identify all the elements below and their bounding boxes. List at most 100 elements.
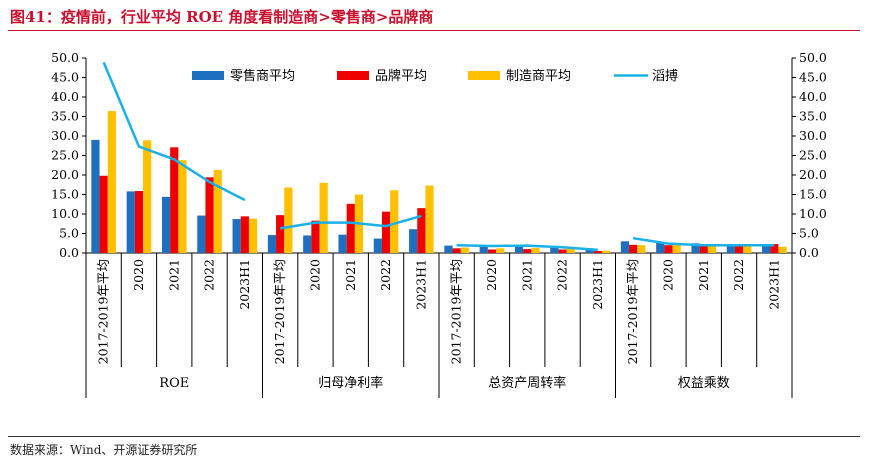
group-label: ROE (159, 376, 189, 391)
bar (707, 245, 717, 253)
y-tick-label-right: 25.0 (799, 148, 827, 163)
chart-title: 图41：疫情前，行业平均 ROE 角度看制造商>零售商>品牌商 (10, 8, 434, 26)
bar (496, 248, 505, 253)
x-tick-label: 2022 (731, 259, 746, 291)
x-tick-label: 2022 (202, 259, 217, 291)
bars-layer (91, 111, 787, 253)
y-tick-label-left: 0.0 (59, 245, 79, 260)
combo-chart: 0.0 0.0 5.0 5.0 10.0 10.0 15.0 15.0 20.0 20.0 25.0… (51, 50, 827, 398)
bar (550, 246, 559, 253)
y-tick-label-left: 10.0 (51, 206, 79, 221)
bar (248, 218, 258, 253)
bar (479, 246, 488, 253)
bar (381, 211, 391, 253)
legend-label: 滔搏 (652, 68, 678, 84)
y-tick-label-left: 20.0 (51, 167, 79, 182)
bar (523, 249, 532, 253)
y-tick-label-right: 20.0 (799, 167, 827, 182)
y-tick-label-right: 50.0 (799, 50, 827, 65)
x-tick-label: 2021 (166, 259, 181, 291)
y-tick-label-left: 25.0 (51, 148, 79, 163)
source-note: 数据来源：Wind、开源证券研究所 (10, 443, 198, 457)
bar (197, 215, 206, 253)
bar (762, 244, 771, 253)
footer-divider (8, 436, 860, 437)
bar (444, 245, 453, 253)
x-tick-label: 2020 (484, 259, 499, 291)
legend-swatch (192, 71, 224, 80)
bar (311, 220, 320, 253)
x-tick-label: 2023H1 (590, 259, 605, 310)
bar (743, 246, 752, 253)
bar (178, 160, 187, 253)
line-series-segment (102, 61, 246, 202)
bar (390, 190, 399, 253)
x-tick-label: 2023H1 (413, 259, 428, 310)
y-tick-label-right: 15.0 (799, 187, 827, 202)
y-tick-label-right: 40.0 (799, 89, 827, 104)
bar (99, 175, 108, 253)
legend-label: 制造商平均 (506, 69, 571, 84)
x-tick-label: 2020 (307, 259, 322, 291)
bar (778, 246, 787, 253)
x-tick-label: 2022 (555, 259, 570, 291)
legend-label: 品牌平均 (375, 68, 427, 84)
bar (232, 219, 241, 253)
bar (303, 235, 312, 253)
y-tick-label-right: 10.0 (799, 206, 827, 221)
line-series-segment (456, 243, 598, 252)
bar (734, 245, 744, 253)
bar (585, 248, 594, 253)
y-tick-label-right: 35.0 (799, 109, 827, 124)
bar (460, 247, 469, 253)
axes-layer: 0.0 0.0 5.0 5.0 10.0 10.0 15.0 15.0 20.0 20.0 25.0… (51, 50, 827, 398)
bar (213, 169, 222, 253)
lines-layer (102, 61, 775, 252)
bar (205, 177, 214, 253)
bar (91, 139, 100, 253)
y-tick-label-left: 50.0 (51, 50, 79, 65)
y-tick-label-right: 30.0 (799, 128, 827, 143)
bar (770, 244, 779, 253)
title-divider (8, 30, 860, 31)
bar (346, 203, 355, 253)
bar (487, 249, 497, 253)
bar (566, 247, 575, 253)
group-label: 权益乘数 (678, 375, 730, 391)
x-tick-label: 2021 (696, 259, 711, 291)
x-labels-layer: 2017-2019年平均 2020 2021 2022 2023H1 ROE 2017-20… (96, 259, 782, 391)
y-tick-label-left: 45.0 (51, 70, 79, 85)
legend-label: 零售商平均 (230, 68, 295, 84)
x-tick-label: 2020 (131, 259, 146, 291)
y-tick-label-right: 45.0 (799, 70, 827, 85)
y-tick-label-left: 40.0 (51, 89, 79, 104)
line-series-segment (632, 236, 775, 247)
x-tick-label: 2023H1 (237, 259, 252, 310)
group-label: 归母净利率 (318, 375, 383, 391)
x-tick-label: 2017-2019年平均 (96, 259, 111, 364)
bar (452, 248, 461, 253)
bar (637, 245, 646, 253)
y-tick-label-left: 35.0 (51, 109, 79, 124)
bar (409, 229, 418, 253)
bar (338, 234, 347, 253)
y-tick-label-right: 5.0 (799, 226, 819, 241)
bar (691, 243, 700, 253)
bar (373, 238, 382, 253)
bar (107, 111, 116, 253)
bar (240, 216, 249, 253)
x-tick-label: 2017-2019年平均 (272, 259, 287, 364)
bar (620, 241, 630, 253)
x-tick-label: 2022 (378, 259, 393, 291)
x-tick-label: 2023H1 (766, 259, 781, 310)
legend-swatch (468, 71, 500, 80)
bar (726, 244, 735, 253)
bar (425, 185, 434, 253)
bar (664, 245, 673, 253)
bar (629, 244, 638, 253)
x-tick-label: 2017-2019年平均 (625, 259, 640, 364)
bar (417, 208, 426, 253)
bar (161, 196, 171, 253)
bar (319, 182, 328, 253)
bar (531, 247, 540, 253)
